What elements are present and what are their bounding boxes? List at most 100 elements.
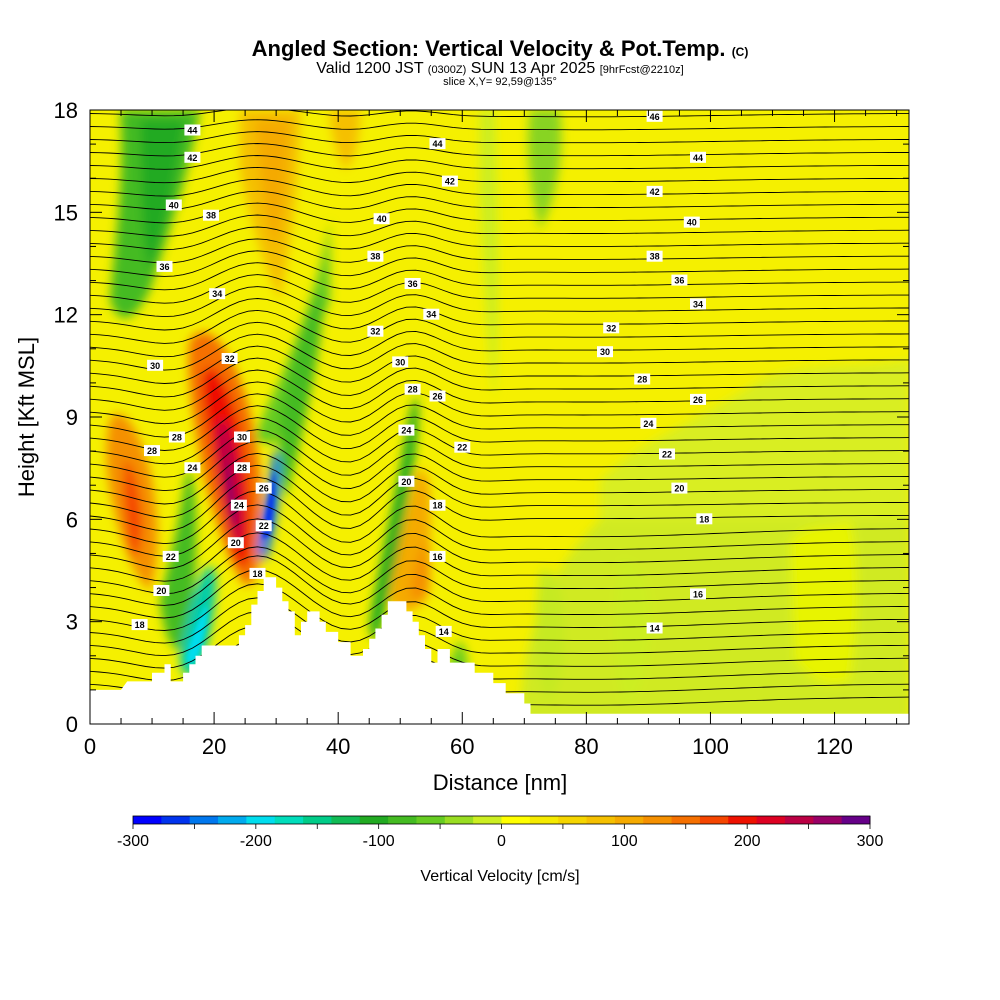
contour-label-bg bbox=[234, 431, 250, 443]
isentrope-line bbox=[90, 429, 909, 478]
contour-label: 28 bbox=[172, 433, 182, 443]
contour-label-bg bbox=[659, 448, 675, 460]
isentrope-line bbox=[90, 441, 909, 492]
isentrope-line bbox=[90, 238, 909, 264]
contour-label: 20 bbox=[156, 586, 166, 596]
contour-label: 38 bbox=[206, 211, 216, 221]
contour-label: 18 bbox=[252, 569, 262, 579]
isentrope-line bbox=[90, 452, 909, 505]
contour-label: 38 bbox=[650, 252, 660, 262]
contour-label-bg bbox=[162, 550, 179, 562]
field-left-updraft-core bbox=[123, 460, 142, 556]
contour-label-bg bbox=[209, 288, 226, 300]
contour-label: 20 bbox=[401, 477, 411, 487]
contour-label-bg bbox=[646, 185, 663, 197]
contour-label-bg bbox=[454, 441, 471, 453]
colorbar-swatch bbox=[841, 816, 871, 824]
colorbar-swatch bbox=[161, 816, 191, 824]
colorbar-swatch bbox=[671, 816, 701, 824]
field-green-band-2 bbox=[528, 110, 562, 230]
contour-label-bg bbox=[249, 567, 266, 579]
colorbar-tick-label: 200 bbox=[734, 833, 761, 850]
contour-label: 22 bbox=[457, 443, 467, 453]
x-axis: 0 20 40 60 80 100 120 bbox=[84, 110, 898, 759]
contour-label: 14 bbox=[439, 627, 449, 637]
contour-label-bg bbox=[147, 359, 164, 371]
isentrope-line bbox=[90, 321, 909, 358]
x-tick-label: 120 bbox=[816, 734, 853, 759]
isentrope-line bbox=[90, 202, 909, 224]
contour-label: 34 bbox=[426, 310, 436, 320]
isentrope-line bbox=[90, 490, 909, 545]
contour-label-bg bbox=[634, 373, 651, 385]
colorbar-swatch bbox=[246, 816, 276, 824]
colorbar-tick-label: 100 bbox=[611, 833, 638, 850]
isentrope-line bbox=[90, 274, 909, 304]
contour-label-bg bbox=[234, 462, 250, 474]
y-tick-label: 18 bbox=[54, 98, 78, 123]
contour-label: 30 bbox=[600, 347, 610, 357]
contour-label-bg bbox=[646, 622, 663, 634]
contour-label: 14 bbox=[650, 624, 660, 634]
y-tick-label: 9 bbox=[66, 405, 78, 430]
contour-label-bg bbox=[221, 353, 238, 364]
field-green-stripe-b bbox=[790, 520, 858, 684]
isentrope-line bbox=[90, 143, 909, 157]
colorbar-swatch bbox=[359, 816, 389, 824]
colorbar-swatch bbox=[388, 816, 417, 824]
isentrope-line bbox=[90, 583, 909, 631]
contour-label: 42 bbox=[650, 187, 660, 197]
isentrope-line bbox=[90, 333, 909, 371]
isentrope-line bbox=[90, 155, 909, 170]
contour-label: 18 bbox=[135, 620, 145, 630]
contour-label: 40 bbox=[377, 214, 387, 224]
contour-label: 28 bbox=[637, 375, 647, 385]
colorbar-swatch bbox=[784, 816, 814, 824]
contour-label: 32 bbox=[370, 327, 380, 337]
isentrope-line bbox=[90, 190, 909, 210]
contour-label-bg bbox=[646, 110, 663, 122]
contour-label: 44 bbox=[187, 126, 197, 136]
isentrope-line bbox=[90, 309, 909, 344]
x-tick-label: 100 bbox=[692, 734, 729, 759]
contour-label-bg bbox=[156, 260, 173, 272]
contour-label-bg bbox=[203, 209, 219, 221]
contour-label: 20 bbox=[231, 538, 241, 548]
contour-label: 26 bbox=[432, 392, 442, 402]
colorbar-label: Vertical Velocity [cm/s] bbox=[420, 868, 579, 885]
x-tick-label: 80 bbox=[574, 734, 598, 759]
field-green-stripe-d bbox=[535, 569, 565, 700]
y-axis-label: Height [Kft MSL] bbox=[14, 337, 39, 497]
contour-label-bg bbox=[184, 462, 201, 474]
contour-label: 26 bbox=[259, 484, 269, 494]
colorbar-swatch bbox=[473, 816, 502, 824]
colorbar-swatch bbox=[643, 816, 673, 824]
isentrope-line bbox=[90, 214, 909, 237]
colorbar-swatch bbox=[813, 816, 843, 824]
contour-label: 36 bbox=[159, 262, 169, 272]
contour-label-bg bbox=[367, 250, 384, 262]
contour-label-bg bbox=[392, 356, 409, 368]
isentrope-line bbox=[90, 131, 909, 144]
contour-label: 28 bbox=[147, 446, 157, 456]
field-green-stripe-c bbox=[615, 560, 650, 705]
colorbar-swatch bbox=[274, 816, 304, 824]
y-tick-label: 0 bbox=[66, 712, 78, 737]
contour-label-bg bbox=[168, 431, 185, 443]
contour-label-bg bbox=[690, 393, 706, 405]
contour-label: 30 bbox=[395, 357, 405, 367]
contour-label-bg bbox=[398, 424, 415, 436]
isentrope-line bbox=[90, 178, 909, 197]
isentrope-line bbox=[90, 546, 909, 595]
contour-label: 22 bbox=[259, 521, 269, 531]
colorbar-swatch bbox=[133, 816, 162, 824]
isentrope-line bbox=[90, 569, 909, 619]
colorbar-swatch bbox=[303, 816, 332, 824]
contour-label: 44 bbox=[432, 139, 442, 149]
contour-label-bg bbox=[441, 175, 458, 187]
chart-title: Angled Section: Vertical Velocity & Pot.… bbox=[251, 36, 749, 61]
isentrope-line bbox=[90, 464, 909, 518]
colorbar-swatch bbox=[501, 816, 531, 824]
